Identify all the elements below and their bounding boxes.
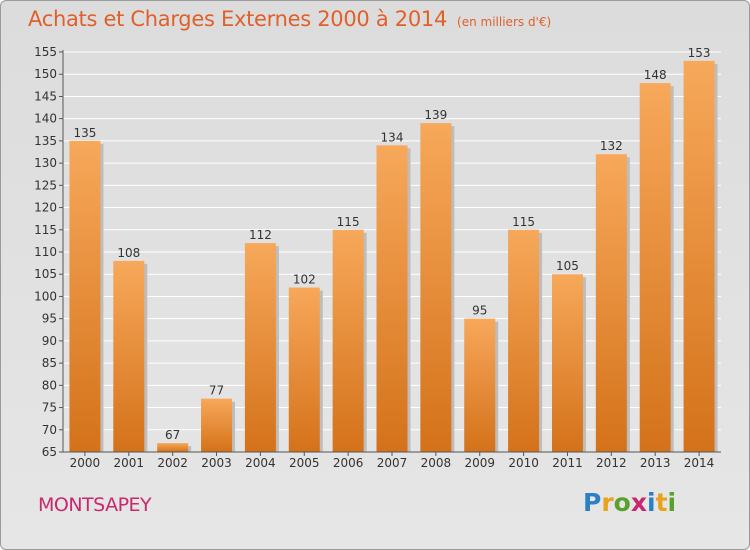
x-tick-label: 2013 <box>640 456 671 470</box>
x-tick-label: 2009 <box>464 456 495 470</box>
x-tick-label: 2008 <box>421 456 452 470</box>
y-tick-label: 110 <box>34 245 57 259</box>
x-tick-label: 2012 <box>596 456 627 470</box>
commune-name: MONTSAPEY <box>38 494 152 516</box>
x-tick-label: 2003 <box>201 456 232 470</box>
axes: 65 70 75 80 85 90 95 100 105 110 115 120 125 130 135 14… <box>34 45 721 470</box>
x-tick-label: 2011 <box>552 456 583 470</box>
bar-value-label: 105 <box>556 259 579 273</box>
bar-value-label: 95 <box>472 304 487 318</box>
title-row: Achats et Charges Externes 2000 à 2014 (e… <box>28 7 551 31</box>
y-tick-label: 150 <box>34 67 57 81</box>
y-tick-label: 135 <box>34 134 57 148</box>
y-tick-label: 85 <box>42 356 57 370</box>
y-tick-label: 75 <box>42 401 57 415</box>
bar-value-label: 102 <box>293 273 316 287</box>
y-tick-label: 155 <box>34 45 57 59</box>
bar-value-label: 115 <box>512 215 535 229</box>
y-tick-label: 140 <box>34 112 57 126</box>
bar-value-label: 153 <box>688 46 711 60</box>
bar-value-label: 134 <box>381 130 404 144</box>
bar-value-label: 148 <box>644 68 667 82</box>
bar <box>288 287 320 452</box>
x-tick-label: 2002 <box>157 456 188 470</box>
bar <box>639 83 671 452</box>
bar <box>683 60 715 453</box>
y-tick-label: 80 <box>42 378 57 392</box>
bar <box>157 443 189 452</box>
bar-value-label: 108 <box>117 246 140 260</box>
x-tick-label: 2001 <box>114 456 145 470</box>
y-tick-label: 70 <box>42 423 57 437</box>
y-tick-label: 105 <box>34 267 57 281</box>
bar <box>69 140 101 452</box>
y-tick-label: 120 <box>34 201 57 215</box>
y-tick-label: 115 <box>34 223 57 237</box>
chart-subtitle: (en milliers d'€) <box>457 15 552 29</box>
bar <box>332 229 364 452</box>
y-tick-label: 90 <box>42 334 57 348</box>
bar <box>113 260 145 452</box>
bar <box>595 154 627 452</box>
bar-value-label: 132 <box>600 139 623 153</box>
bar <box>376 145 408 453</box>
x-tick-label: 2004 <box>245 456 276 470</box>
x-tick-label: 2010 <box>508 456 539 470</box>
bar <box>420 123 452 452</box>
chart-title: Achats et Charges Externes 2000 à 2014 <box>28 7 448 31</box>
x-tick-label: 2014 <box>684 456 715 470</box>
y-tick-label: 65 <box>42 445 57 459</box>
y-tick-label: 145 <box>34 89 57 103</box>
bar <box>244 243 276 452</box>
bar-value-label: 135 <box>73 126 96 140</box>
y-tick-label: 95 <box>42 312 57 326</box>
bar-value-label: 139 <box>424 108 447 122</box>
y-tick-label: 100 <box>34 289 57 303</box>
bar-value-label: 77 <box>209 384 224 398</box>
x-tick-label: 2007 <box>377 456 408 470</box>
y-tick-label: 130 <box>34 156 57 170</box>
bar-value-label: 67 <box>165 428 180 442</box>
x-tick-label: 2005 <box>289 456 320 470</box>
y-tick-label: 125 <box>34 178 57 192</box>
bar-value-label: 112 <box>249 228 272 242</box>
x-tick-label: 2000 <box>70 456 101 470</box>
bar <box>464 318 496 452</box>
x-tick-label: 2006 <box>333 456 364 470</box>
bar <box>201 398 233 452</box>
bar-value-label: 115 <box>337 215 360 229</box>
bar <box>551 274 583 452</box>
bars: 135 108 67 77 112 102 115 134 139 95 115 105 132 148 1… <box>69 46 718 453</box>
proxiti-logo: Proxiti <box>583 488 677 517</box>
bar <box>508 229 540 452</box>
